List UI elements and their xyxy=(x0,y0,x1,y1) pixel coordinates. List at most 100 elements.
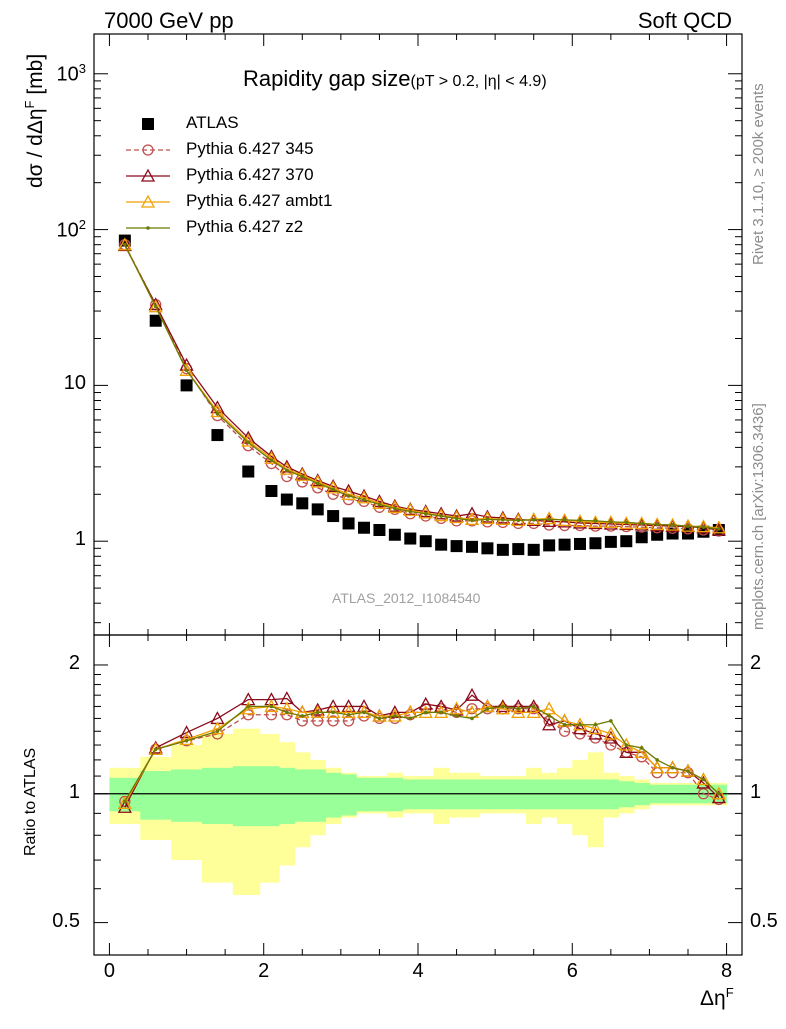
main-data-point xyxy=(588,515,603,529)
main-data-point xyxy=(531,518,536,522)
main-ylabel: dσ / dΔηF [mb] xyxy=(22,54,48,188)
ratio-data-point xyxy=(269,704,274,709)
main-data-point xyxy=(655,522,659,527)
ratio-data-point xyxy=(184,738,189,743)
main-data-point xyxy=(403,502,418,516)
ratio-data-point xyxy=(264,692,279,706)
ratio-data-point xyxy=(179,725,194,739)
main-data-point xyxy=(342,517,355,530)
main-data-point xyxy=(331,487,335,492)
ratio-data-point xyxy=(148,740,163,754)
ratio-data-point xyxy=(449,701,464,715)
main-ylabel-text: dσ / dΔη xyxy=(24,108,47,188)
main-data-point xyxy=(624,520,629,525)
main-data-point xyxy=(372,495,387,509)
ratio-data-point xyxy=(466,703,478,715)
main-data-point xyxy=(326,480,341,494)
ratio-y-tick-label-right: 0.5 xyxy=(750,909,778,932)
main-series-line xyxy=(124,244,719,530)
ratio-data-point xyxy=(495,699,510,713)
inner-band-bin xyxy=(140,771,172,820)
chart-title: Rapidity gap size(pT > 0.2, |η| < 4.9) xyxy=(243,66,547,92)
main-data-point xyxy=(634,517,649,531)
main-data-point xyxy=(547,517,551,522)
chart-title-sub: (pT > 0.2, |η| < 4.9) xyxy=(410,73,547,90)
main-data-point xyxy=(480,511,495,525)
main-data-point xyxy=(603,516,618,530)
main-data-point xyxy=(326,478,341,492)
ratio-data-point xyxy=(634,744,649,758)
main-data-point xyxy=(296,497,309,510)
ratio-data-point xyxy=(578,722,582,727)
inner-band-bin xyxy=(387,777,404,812)
ratio-data-point xyxy=(670,766,675,770)
main-data-point xyxy=(589,537,602,550)
ratio-data-point xyxy=(117,799,132,813)
main-data-point xyxy=(711,520,726,534)
ratio-data-point xyxy=(686,769,690,773)
ratio-data-point xyxy=(153,747,158,752)
main-data-point xyxy=(373,523,386,536)
main-data-point xyxy=(117,237,132,251)
main-data-point xyxy=(480,509,495,523)
main-data-point xyxy=(211,429,224,442)
ratio-data-point xyxy=(665,760,680,774)
rivet-version-label: Rivet 3.1.10, ≥ 200k events xyxy=(750,83,767,265)
ratio-data-point xyxy=(117,795,132,809)
legend-entry-4 xyxy=(126,226,170,230)
main-data-point xyxy=(711,522,726,536)
ratio-data-point xyxy=(300,714,305,718)
ratio-data-point xyxy=(701,777,706,782)
main-y-tick-base: 1 xyxy=(74,528,86,551)
main-y-tick-label: 1 xyxy=(75,528,86,551)
ratio-data-point xyxy=(485,706,490,711)
inner-band-bin xyxy=(171,769,203,822)
ratio-data-point xyxy=(696,772,711,786)
main-data-point xyxy=(516,518,521,523)
main-data-point xyxy=(404,532,417,545)
main-data-point xyxy=(210,404,225,418)
main-data-point xyxy=(311,503,324,516)
main-data-point xyxy=(686,524,690,528)
main-data-point xyxy=(542,511,557,525)
main-series-4 xyxy=(123,242,721,531)
ratio-data-point xyxy=(547,714,551,718)
main-y-tick-base: 10 xyxy=(63,372,86,395)
ratio-data-point xyxy=(312,715,324,727)
ratio-series-line xyxy=(124,694,720,808)
main-data-point xyxy=(149,314,162,327)
main-series-line xyxy=(124,244,719,529)
main-data-point xyxy=(184,368,189,373)
ratio-data-point xyxy=(310,702,325,716)
main-data-point xyxy=(449,508,464,522)
main-data-point xyxy=(153,304,158,309)
ratio-data-point xyxy=(603,730,618,744)
main-series-line xyxy=(124,244,719,532)
main-data-point xyxy=(148,299,163,313)
ratio-data-point xyxy=(542,717,557,731)
legend-entry-2 xyxy=(126,168,170,182)
main-y-tick-exponent: 2 xyxy=(78,216,86,232)
ratio-data-point xyxy=(619,744,634,758)
legend-label: ATLAS xyxy=(186,113,239,132)
main-data-point xyxy=(466,515,478,527)
main-data-point xyxy=(242,465,255,478)
main-data-point xyxy=(495,512,510,526)
main-data-point xyxy=(572,515,588,529)
main-data-point xyxy=(562,518,567,522)
main-data-point xyxy=(542,514,557,528)
main-data-point xyxy=(434,506,449,520)
main-data-point xyxy=(512,543,525,556)
ratio-data-point xyxy=(246,704,251,709)
main-data-point xyxy=(372,494,387,508)
ratio-data-point xyxy=(526,699,541,713)
main-data-point xyxy=(356,490,372,504)
ratio-data-point xyxy=(281,709,293,721)
main-data-point xyxy=(315,481,320,486)
legend-label: Pythia 6.427 z2 xyxy=(186,217,304,236)
main-data-point xyxy=(346,494,351,498)
main-data-point xyxy=(526,512,541,526)
ratio-data-point xyxy=(341,699,356,713)
main-data-point xyxy=(635,531,648,544)
